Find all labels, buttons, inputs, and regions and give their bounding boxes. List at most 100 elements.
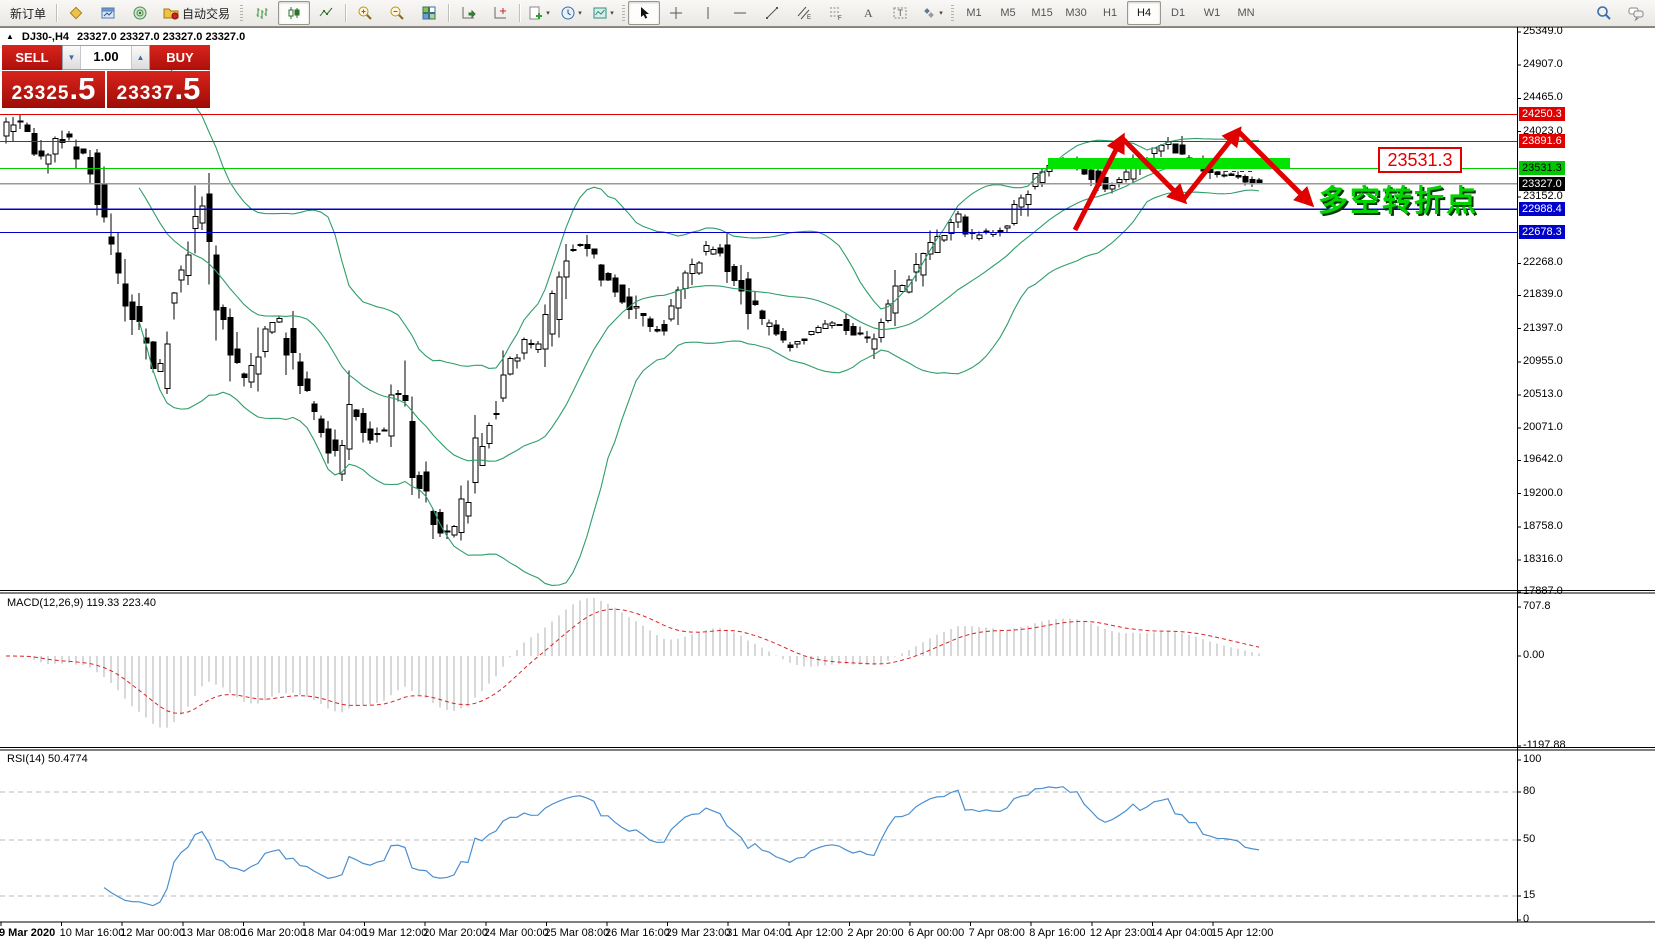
chat-icon (1628, 7, 1644, 21)
macd-signal-line (5, 608, 1260, 714)
fibonacci-button[interactable]: F (820, 1, 852, 25)
time-axis-label: 15 Apr 12:00 (1211, 927, 1274, 939)
dropdown-arrow-icon[interactable]: ▾ (578, 10, 582, 17)
rsi-pane (0, 786, 1517, 907)
period-button[interactable]: ▾ (555, 1, 587, 25)
tile-windows-button[interactable] (413, 1, 445, 25)
highlight-band[interactable] (1048, 158, 1290, 169)
zoom-out-button[interactable] (381, 1, 413, 25)
tile-windows-icon (422, 6, 436, 20)
bar-chart-icon (256, 8, 268, 19)
timeframe-d1[interactable]: D1 (1171, 7, 1186, 19)
candlestick-chart-icon (288, 7, 300, 19)
timeframe-mn[interactable]: MN (1237, 7, 1255, 19)
time-axis-label: 31 Mar 04:00 (726, 927, 792, 939)
volume-decrease-button[interactable]: ▼ (63, 46, 81, 69)
toolbar-grip[interactable] (951, 5, 955, 21)
template-icon (593, 7, 607, 19)
data-window-button[interactable] (92, 1, 124, 25)
resistance-level-label[interactable]: 23531.3 (1378, 147, 1462, 173)
vertical-line-button[interactable] (692, 1, 724, 25)
cursor-icon (641, 7, 650, 19)
toolbar-grip[interactable] (622, 5, 626, 21)
new-chart-button[interactable]: ▾ (523, 1, 555, 25)
arrows-shapes-button[interactable]: ▾ (916, 1, 948, 25)
toolbar-separator (345, 4, 347, 22)
timeframe-toolbar: M1 M5 M15 M30 H1 H4 D1 W1 MN (957, 1, 1263, 25)
volume-value[interactable]: 1.00 (93, 49, 119, 64)
time-axis-label: 1 Apr 12:00 (786, 927, 844, 939)
auto-scroll-icon (462, 7, 476, 19)
macd-histogram (12, 598, 1260, 728)
toolbar-separator (519, 4, 521, 22)
zoom-in-button[interactable] (349, 1, 381, 25)
ohlc-values: 23327.0 23327.0 23327.0 23327.0 (77, 31, 246, 43)
svg-text:T: T (898, 8, 904, 18)
crosshair-icon (670, 7, 683, 19)
time-axis-label: 25 Mar 08:00 (544, 927, 610, 939)
cursor-button[interactable] (628, 1, 661, 25)
sell-button[interactable]: SELL (2, 45, 62, 70)
volume-increase-button[interactable]: ▲ (131, 46, 149, 69)
zoom-in-icon (358, 6, 372, 20)
autotrading-button[interactable]: 自动交易 (156, 1, 237, 25)
toolbar-right-tools (1588, 1, 1652, 25)
chart-shift-icon (494, 7, 507, 19)
svg-text:E: E (807, 15, 811, 21)
search-button[interactable] (1588, 1, 1620, 25)
sell-price-main: 23325 (11, 83, 70, 104)
timeframe-w1[interactable]: W1 (1203, 7, 1221, 19)
buy-price[interactable]: 23337 .5 (107, 71, 210, 108)
buy-button[interactable]: BUY (150, 45, 210, 70)
bar-chart-button[interactable] (246, 1, 278, 25)
candlestick-series (3, 114, 1263, 541)
sell-price-frac: .5 (69, 71, 96, 106)
equidistant-channel-button[interactable]: E (788, 1, 820, 25)
horizontal-line-icon (734, 12, 747, 14)
dropdown-arrow-icon[interactable]: ▾ (546, 10, 550, 17)
main-toolbar: 新订单 自动交易 (0, 0, 1655, 27)
timeframe-m15[interactable]: M15 (1031, 7, 1053, 19)
dropdown-arrow-icon[interactable]: ▾ (939, 10, 943, 17)
time-axis-label: 10 Mar 16:00 (59, 927, 125, 939)
clock-icon (561, 6, 575, 20)
price-level-lines[interactable] (0, 113, 1517, 234)
timeframe-h4[interactable]: H4 (1127, 1, 1162, 25)
market-watch-button[interactable] (60, 1, 92, 25)
time-axis-label: 12 Apr 23:00 (1089, 927, 1153, 939)
data-window-icon (101, 7, 115, 19)
auto-scroll-button[interactable] (452, 1, 484, 25)
time-axis-label: 14 Apr 04:00 (1150, 927, 1213, 939)
template-button[interactable]: ▾ (587, 1, 619, 25)
svg-text:A: A (864, 6, 873, 20)
time-axis-label: 6 Apr 00:00 (908, 927, 965, 939)
macd-indicator-label: MACD(12,26,9) 119.33 223.40 (7, 597, 156, 609)
timeframe-m1[interactable]: M1 (966, 7, 982, 19)
dropdown-arrow-icon[interactable]: ▾ (610, 10, 614, 17)
timeframe-m5[interactable]: M5 (1000, 7, 1016, 19)
line-chart-button[interactable] (310, 1, 342, 25)
text-icon: A (864, 6, 873, 20)
time-axis-label: 7 Apr 08:00 (968, 927, 1025, 939)
crosshair-button[interactable] (660, 1, 692, 25)
navigator-button[interactable] (124, 1, 156, 25)
candlestick-chart-button[interactable] (278, 1, 311, 25)
new-order-button[interactable]: 新订单 (10, 6, 47, 21)
text-button[interactable]: A (852, 1, 884, 25)
chart-shift-button[interactable] (484, 1, 516, 25)
navigator-icon (133, 6, 147, 20)
chart-header: ▲ DJ30-,H4 23327.0 23327.0 23327.0 23327… (6, 31, 245, 43)
autotrading-label: 自动交易 (182, 6, 231, 21)
timeframe-m30[interactable]: M30 (1065, 7, 1087, 19)
chat-button[interactable] (1620, 1, 1652, 25)
zigzag-arrows[interactable] (1072, 126, 1315, 232)
buy-price-frac: .5 (174, 71, 201, 106)
horizontal-line-button[interactable] (724, 1, 756, 25)
text-label-button[interactable]: T (884, 1, 916, 25)
toolbar-grip[interactable] (240, 5, 244, 21)
trendline-button[interactable] (756, 1, 788, 25)
collapse-panel-icon[interactable]: ▲ (6, 32, 14, 41)
sell-price[interactable]: 23325 .5 (2, 71, 105, 108)
timeframe-h1[interactable]: H1 (1103, 7, 1118, 19)
